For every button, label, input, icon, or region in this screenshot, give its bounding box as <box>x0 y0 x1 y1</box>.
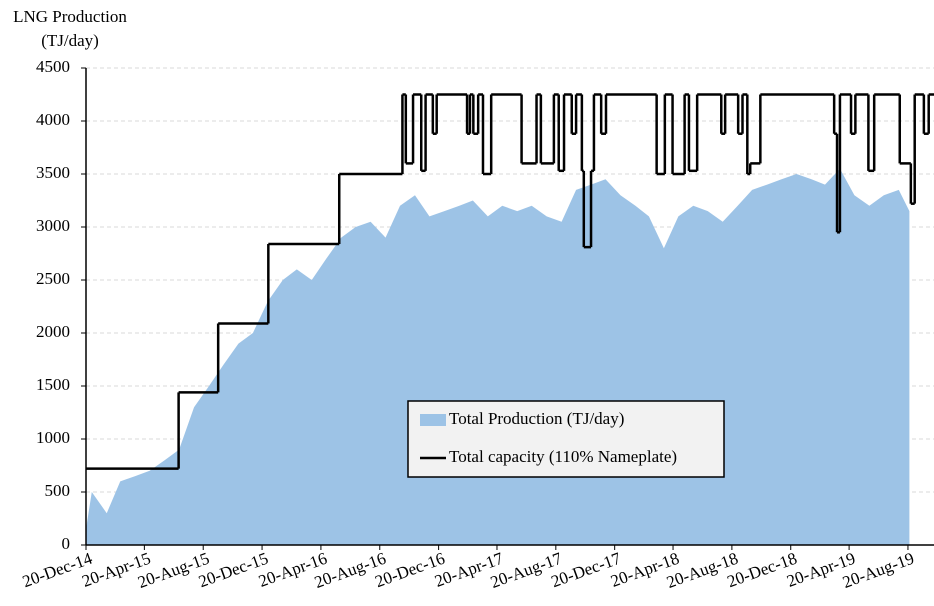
y-tick-label: 3000 <box>36 216 70 235</box>
y-tick-label: 4500 <box>36 57 70 76</box>
legend-swatch <box>420 414 446 426</box>
legend-label: Total Production (TJ/day) <box>449 409 624 428</box>
legend-label: Total capacity (110% Nameplate) <box>449 447 677 466</box>
y-tick-label: 1000 <box>36 428 70 447</box>
y-tick-label: 2000 <box>36 322 70 341</box>
y-tick-label: 3500 <box>36 163 70 182</box>
y-axis-label: (TJ/day) <box>41 31 99 50</box>
y-tick-label: 4000 <box>36 110 70 129</box>
production-area <box>86 168 910 545</box>
legend-box <box>407 400 725 478</box>
y-tick-label: 1500 <box>36 375 70 394</box>
y-tick-label: 500 <box>45 481 71 500</box>
y-tick-label: 0 <box>62 534 71 553</box>
legend: Total Production (TJ/day) Total capacity … <box>407 400 725 478</box>
y-tick-label: 2500 <box>36 269 70 288</box>
y-axis-label: LNG Production <box>13 7 127 26</box>
